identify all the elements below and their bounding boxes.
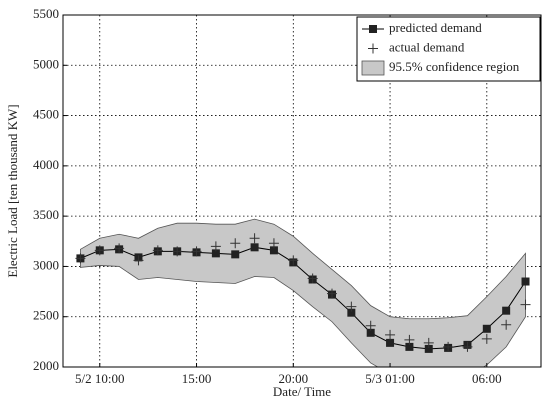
point-marker xyxy=(288,255,299,266)
point-marker xyxy=(75,253,86,264)
x-axis-title: Date/ Time xyxy=(273,384,331,399)
point-marker xyxy=(191,246,202,257)
point-marker xyxy=(250,243,259,252)
point-marker xyxy=(172,246,183,257)
point-marker xyxy=(482,324,491,333)
point-marker xyxy=(520,299,531,310)
legend-swatch xyxy=(369,25,377,33)
point-marker xyxy=(502,306,511,315)
point-marker xyxy=(521,277,530,286)
point-marker xyxy=(307,273,318,284)
point-marker xyxy=(347,308,356,317)
x-tick-label: 5/2 10:00 xyxy=(75,371,124,386)
legend-box xyxy=(356,16,541,82)
legend-label: 95.5% confidence region xyxy=(389,59,520,74)
axes: 2000 2500 3000 3500 4000 4500 5000 5500 5/2 10:0… xyxy=(33,6,502,386)
x-tick-label: 5/3 01:00 xyxy=(365,371,414,386)
y-tick-label: 2500 xyxy=(33,308,59,323)
legend-label: actual demand xyxy=(389,39,465,54)
point-marker xyxy=(424,344,433,353)
y-tick-label: 5000 xyxy=(33,56,59,71)
legend-swatch xyxy=(361,60,385,76)
point-marker xyxy=(210,241,221,252)
point-marker xyxy=(385,329,396,340)
y-tick-label: 2000 xyxy=(33,358,59,373)
y-tick-label: 5500 xyxy=(33,6,59,21)
legend: predicted demand actual demand 95.5% confi… xyxy=(356,16,541,82)
legend-label: predicted demand xyxy=(389,20,482,35)
x-tick-label: 15:00 xyxy=(182,371,212,386)
point-marker xyxy=(462,341,473,352)
y-axis-title: Electric Load [ten thousand KW] xyxy=(5,104,20,277)
legend-swatch xyxy=(368,43,378,54)
y-tick-label: 3500 xyxy=(33,207,59,222)
x-tick-label: 06:00 xyxy=(472,371,502,386)
point-marker xyxy=(268,238,279,249)
point-marker xyxy=(365,320,376,331)
point-marker xyxy=(230,238,241,249)
point-marker xyxy=(94,245,105,256)
point-marker xyxy=(114,243,125,254)
point-marker xyxy=(133,255,144,266)
point-marker xyxy=(404,334,415,345)
point-marker xyxy=(152,245,163,256)
point-marker xyxy=(231,250,240,259)
plot xyxy=(75,218,531,367)
x-tick-label: 20:00 xyxy=(278,371,308,386)
point-marker xyxy=(326,288,337,299)
point-marker xyxy=(423,337,434,348)
point-marker xyxy=(366,328,375,337)
point-marker xyxy=(501,319,512,330)
y-tick-label: 3000 xyxy=(33,257,59,272)
point-marker xyxy=(249,233,260,244)
point-marker xyxy=(386,338,395,347)
y-tick-label: 4500 xyxy=(33,107,59,122)
point-marker xyxy=(481,333,492,344)
plot-frame xyxy=(62,14,542,368)
confidence-band xyxy=(80,218,526,367)
point-marker xyxy=(405,342,414,351)
point-marker xyxy=(346,301,357,312)
y-tick-label: 4000 xyxy=(33,157,59,172)
point-marker xyxy=(211,249,220,258)
point-marker xyxy=(269,246,278,255)
point-marker xyxy=(443,341,454,352)
